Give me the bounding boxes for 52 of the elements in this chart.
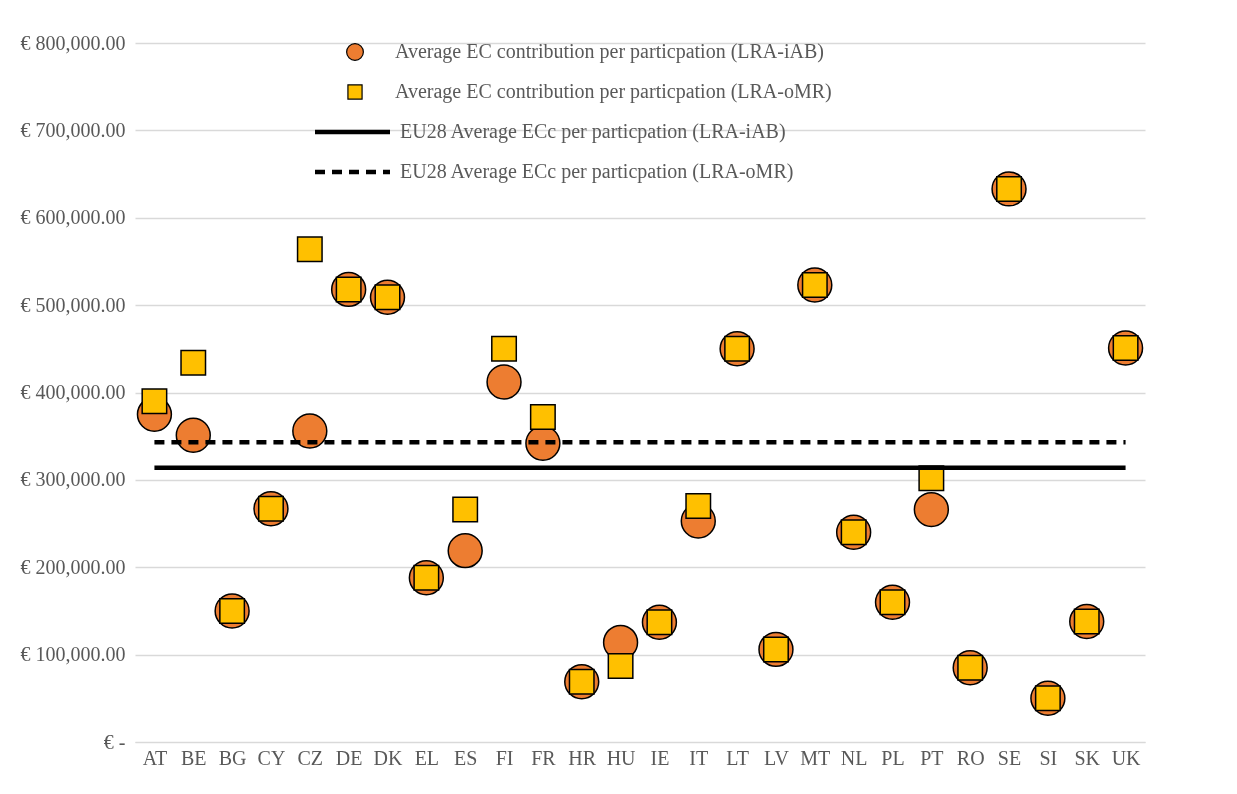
x-tick-label: EL: [414, 746, 440, 769]
x-tick-label: PT: [920, 746, 944, 769]
x-tick-label: CY: [257, 746, 286, 769]
point: [685, 493, 712, 520]
x-tick-label: FR: [531, 746, 557, 769]
x-tick-label: IT: [689, 746, 709, 769]
point: [452, 496, 479, 523]
x-tick-label: LT: [726, 746, 749, 769]
x-tick-label: DK: [373, 746, 403, 769]
legend-label: Average EC contribution per particpation (LRA-oMR): [395, 80, 832, 103]
x-tick-label: NL: [840, 746, 868, 769]
point: [529, 403, 556, 430]
y-tick-label: € 800,000.00: [20, 31, 126, 54]
x-tick-label: CZ: [297, 746, 324, 769]
y-tick-label: € 500,000.00: [20, 293, 126, 316]
x-tick-label: ES: [454, 746, 478, 769]
y-tick-label: € -: [103, 730, 126, 753]
x-tick-label: PL: [881, 746, 905, 769]
point: [292, 413, 328, 449]
point: [141, 388, 168, 415]
x-tick-label: FI: [495, 746, 514, 769]
x-tick-label: UK: [1111, 746, 1142, 769]
legend-label: Average EC contribution per particpation (LRA-iAB): [395, 40, 824, 63]
x-tick-label: SE: [997, 746, 1022, 769]
x-tick-label: BG: [218, 746, 247, 769]
point: [175, 417, 211, 453]
y-tick-label: € 200,000.00: [20, 555, 126, 578]
y-tick-label: € 100,000.00: [20, 643, 126, 666]
x-tick-label: IE: [650, 746, 670, 769]
x-tick-label: SK: [1074, 746, 1101, 769]
x-tick-label: HR: [568, 746, 597, 769]
legend-label: EU28 Average ECc per particpation (LRA-iAB): [400, 120, 786, 143]
x-tick-label: BE: [180, 746, 207, 769]
point: [180, 349, 207, 376]
x-tick-label: HU: [606, 746, 637, 769]
x-tick-label: MT: [800, 746, 831, 769]
x-tick-label: AT: [142, 746, 168, 769]
point: [447, 532, 483, 569]
y-tick-label: € 600,000.00: [20, 206, 126, 229]
y-tick-label: € 400,000.00: [20, 381, 126, 403]
x-tick-label: RO: [956, 746, 985, 769]
y-tick-label: € 300,000.00: [20, 468, 126, 491]
point: [491, 335, 518, 362]
legend-label: EU28 Average ECc per particpation (LRA-oMR): [400, 160, 794, 183]
y-tick-label: € 700,000.00: [20, 118, 126, 141]
x-tick-label: SI: [1039, 746, 1058, 769]
x-tick-label: DE: [335, 746, 363, 769]
x-tick-label: LV: [764, 746, 790, 769]
point: [607, 652, 634, 679]
point: [913, 491, 950, 528]
point: [486, 364, 522, 400]
point: [296, 236, 323, 263]
